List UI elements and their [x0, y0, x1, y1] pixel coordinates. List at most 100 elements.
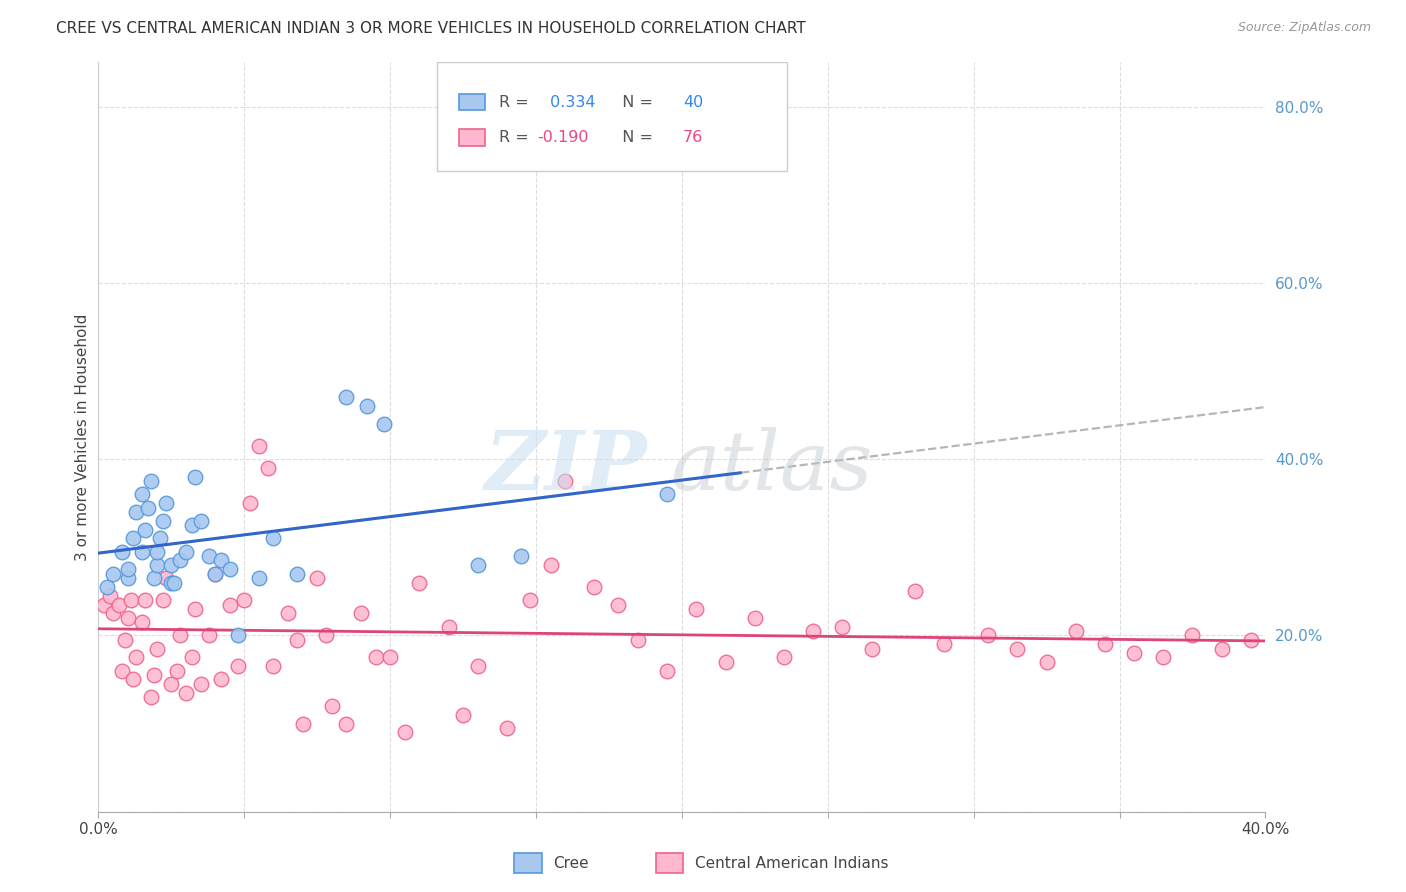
- Point: [160, 575, 183, 590]
- FancyBboxPatch shape: [458, 129, 485, 145]
- Point: [183, 469, 205, 483]
- Point: [291, 716, 314, 731]
- Text: N =: N =: [612, 95, 658, 110]
- Point: [239, 496, 262, 510]
- Point: [233, 593, 256, 607]
- Point: [180, 650, 202, 665]
- Point: [146, 544, 169, 558]
- Point: [744, 611, 766, 625]
- Point: [160, 558, 183, 572]
- Point: [174, 686, 197, 700]
- Point: [131, 544, 153, 558]
- Text: -0.190: -0.190: [537, 130, 589, 145]
- Point: [657, 664, 679, 678]
- Point: [350, 607, 373, 621]
- Point: [977, 628, 1000, 642]
- Point: [373, 417, 395, 431]
- Point: [1035, 655, 1057, 669]
- Point: [408, 575, 430, 590]
- Point: [169, 553, 191, 567]
- Point: [122, 673, 145, 687]
- Point: [554, 474, 576, 488]
- Point: [204, 566, 226, 581]
- Point: [335, 391, 357, 405]
- Point: [1064, 624, 1087, 638]
- Point: [96, 580, 118, 594]
- Point: [606, 598, 628, 612]
- Point: [190, 677, 212, 691]
- Text: 40: 40: [683, 95, 703, 110]
- Point: [831, 619, 853, 633]
- Point: [1152, 650, 1174, 665]
- Point: [204, 566, 226, 581]
- Point: [1007, 641, 1029, 656]
- Point: [1123, 646, 1146, 660]
- Point: [117, 562, 139, 576]
- Text: Central American Indians: Central American Indians: [695, 855, 889, 871]
- Point: [519, 593, 541, 607]
- Point: [146, 558, 169, 572]
- Point: [163, 575, 186, 590]
- Text: 76: 76: [683, 130, 703, 145]
- Point: [510, 549, 533, 563]
- Point: [315, 628, 337, 642]
- Point: [904, 584, 927, 599]
- Point: [378, 650, 402, 665]
- Point: [262, 532, 284, 546]
- Point: [114, 632, 136, 647]
- Point: [183, 602, 205, 616]
- Point: [218, 562, 240, 576]
- Point: [540, 558, 562, 572]
- Point: [101, 607, 124, 621]
- Point: [155, 496, 177, 510]
- Point: [934, 637, 956, 651]
- Text: R =: R =: [499, 130, 533, 145]
- Point: [335, 716, 357, 731]
- Point: [1240, 632, 1263, 647]
- Point: [467, 558, 489, 572]
- Point: [860, 641, 883, 656]
- Text: 0.334: 0.334: [546, 95, 596, 110]
- Point: [714, 655, 737, 669]
- Point: [139, 690, 162, 705]
- Text: Source: ZipAtlas.com: Source: ZipAtlas.com: [1237, 21, 1371, 34]
- Point: [277, 607, 299, 621]
- Point: [583, 580, 606, 594]
- Point: [136, 500, 159, 515]
- Point: [685, 602, 707, 616]
- Point: [108, 598, 131, 612]
- Point: [247, 439, 270, 453]
- Point: [101, 566, 124, 581]
- Point: [166, 664, 188, 678]
- Point: [134, 523, 156, 537]
- Point: [495, 721, 517, 735]
- Text: N =: N =: [612, 130, 658, 145]
- Point: [190, 514, 212, 528]
- Text: Cree: Cree: [554, 855, 589, 871]
- Point: [657, 487, 679, 501]
- Text: CREE VS CENTRAL AMERICAN INDIAN 3 OR MORE VEHICLES IN HOUSEHOLD CORRELATION CHAR: CREE VS CENTRAL AMERICAN INDIAN 3 OR MOR…: [56, 21, 806, 36]
- Point: [228, 628, 250, 642]
- Point: [218, 598, 240, 612]
- Bar: [655, 853, 683, 872]
- Point: [364, 650, 387, 665]
- Bar: [515, 853, 541, 872]
- Point: [160, 677, 183, 691]
- Point: [256, 461, 278, 475]
- Point: [394, 725, 416, 739]
- Point: [467, 659, 489, 673]
- Point: [98, 589, 121, 603]
- Point: [1181, 628, 1204, 642]
- Point: [117, 611, 139, 625]
- Point: [93, 598, 115, 612]
- FancyBboxPatch shape: [437, 62, 787, 171]
- Point: [117, 571, 139, 585]
- Point: [120, 593, 142, 607]
- Point: [180, 518, 202, 533]
- Point: [321, 698, 343, 713]
- Point: [149, 532, 172, 546]
- Point: [451, 707, 474, 722]
- Point: [142, 571, 165, 585]
- Point: [262, 659, 284, 673]
- Point: [209, 673, 232, 687]
